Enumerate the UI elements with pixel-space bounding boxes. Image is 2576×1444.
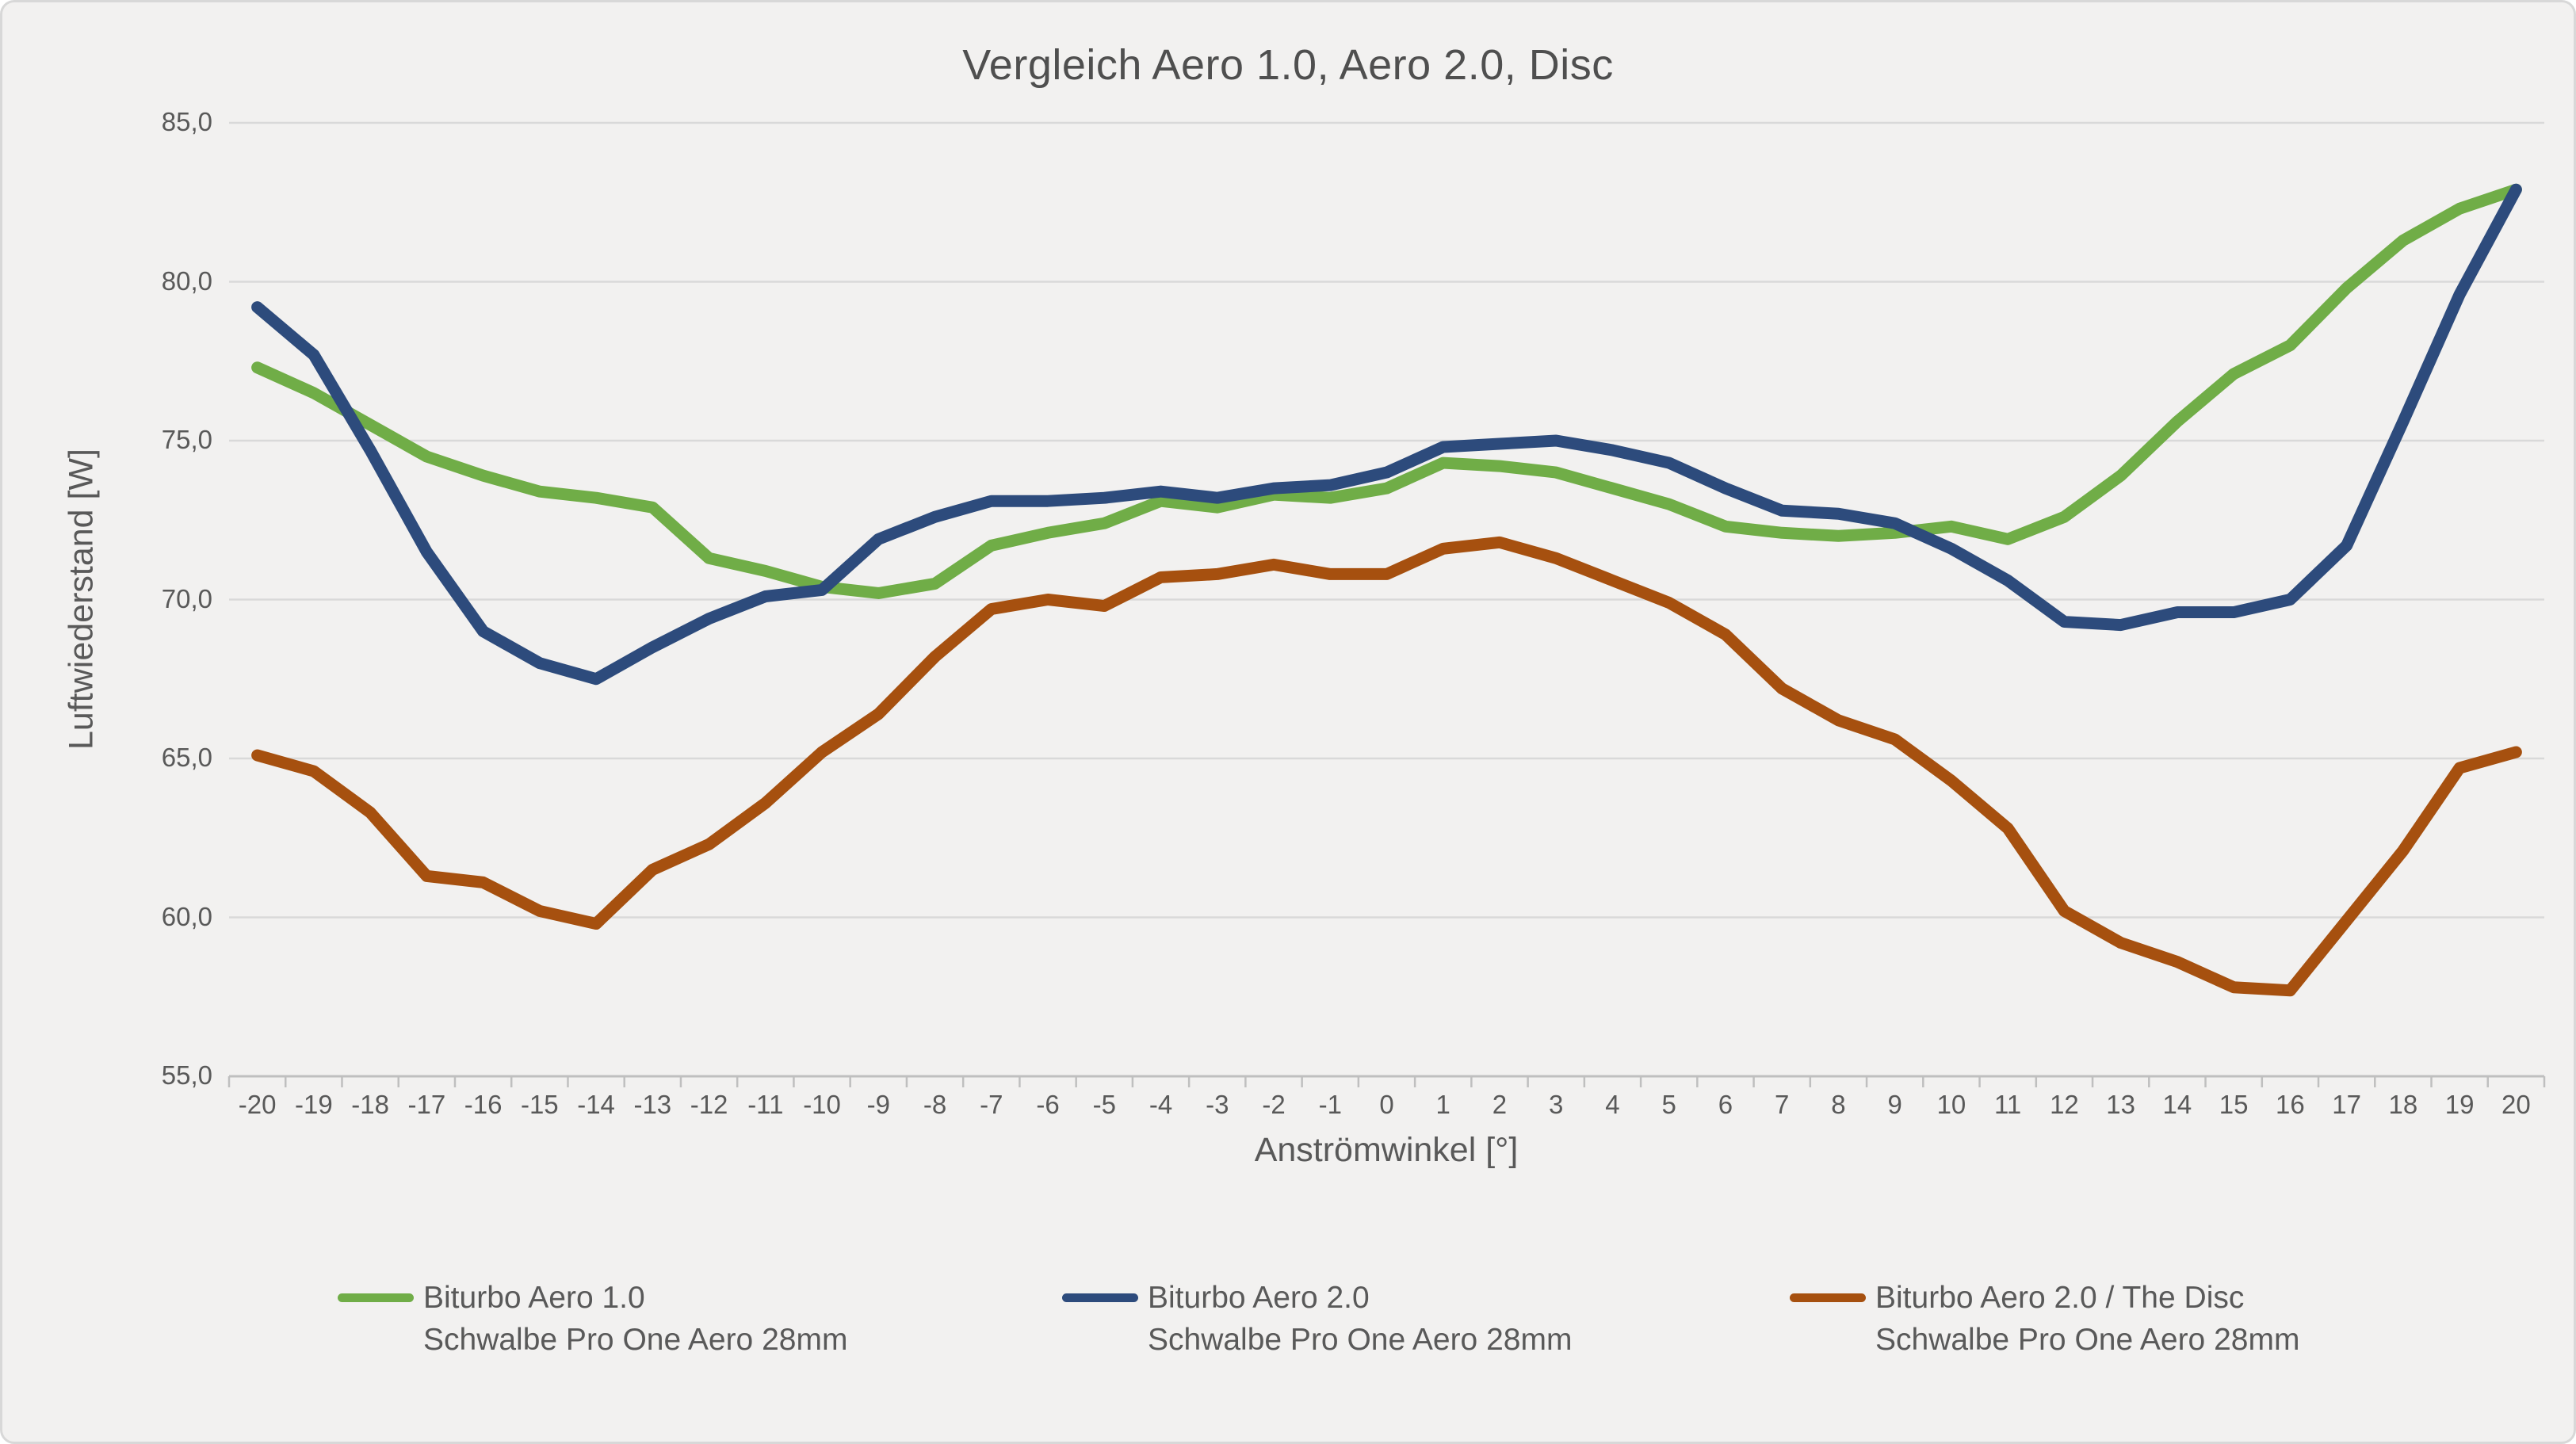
x-tick-label: -5 <box>1092 1090 1116 1119</box>
legend-item: Biturbo Aero 1.0 Schwalbe Pro One Aero 28… <box>338 1277 847 1361</box>
y-tick-label: 85,0 <box>161 107 212 136</box>
legend-series-name: Biturbo Aero 1.0 <box>423 1281 645 1315</box>
chart-title: Vergleich Aero 1.0, Aero 2.0, Disc <box>962 41 1614 89</box>
x-tick-label: 15 <box>2219 1090 2249 1119</box>
x-tick-label: 7 <box>1775 1090 1790 1119</box>
x-tick-label: -20 <box>238 1090 277 1119</box>
x-tick-label: 16 <box>2276 1090 2305 1119</box>
legend-line-swatch <box>1062 1293 1138 1302</box>
x-tick-label: -10 <box>803 1090 841 1119</box>
x-tick-label: 19 <box>2444 1090 2475 1119</box>
x-tick-label: 17 <box>2332 1090 2361 1119</box>
y-tick-label: 70,0 <box>161 583 212 613</box>
x-tick-label: -8 <box>923 1090 947 1119</box>
x-tick-label: 0 <box>1379 1090 1394 1119</box>
x-tick-label: 5 <box>1661 1090 1676 1119</box>
x-tick-label: 11 <box>1994 1090 2022 1119</box>
legend-series-subtitle: Schwalbe Pro One Aero 28mm <box>1875 1323 2300 1357</box>
y-tick-label: 80,0 <box>161 265 212 296</box>
x-tick-label: 1 <box>1435 1090 1450 1119</box>
x-tick-label: 10 <box>1936 1090 1966 1119</box>
x-tick-label: 8 <box>1831 1090 1846 1119</box>
chart-legend: Biturbo Aero 1.0 Schwalbe Pro One Aero 28… <box>2 1277 2574 1388</box>
legend-text: Biturbo Aero 2.0 / The Disc Schwalbe Pro … <box>1875 1277 2299 1361</box>
legend-series-subtitle: Schwalbe Pro One Aero 28mm <box>1148 1323 1573 1357</box>
legend-line-swatch <box>1790 1293 1866 1302</box>
y-tick-label: 75,0 <box>161 425 212 454</box>
series-line-0 <box>251 183 2522 599</box>
series-line-2 <box>251 536 2522 997</box>
y-tick-label: 65,0 <box>161 743 212 772</box>
x-tick-label: -11 <box>747 1090 784 1119</box>
x-tick-label: 6 <box>1718 1090 1733 1119</box>
x-tick-label: -18 <box>351 1090 389 1119</box>
x-tick-label: -17 <box>407 1090 446 1119</box>
legend-series-name: Biturbo Aero 2.0 / The Disc <box>1875 1281 2245 1315</box>
x-axis-title: Anströmwinkel [°] <box>1254 1131 1519 1169</box>
series-line-1 <box>251 183 2522 686</box>
legend-line-swatch <box>338 1293 414 1302</box>
x-tick-label: -7 <box>980 1090 1003 1119</box>
x-tick-label: 9 <box>1887 1090 1902 1119</box>
x-tick-label: -3 <box>1206 1090 1229 1119</box>
x-tick-label: 13 <box>2106 1090 2136 1119</box>
x-tick-label: 3 <box>1549 1090 1564 1119</box>
legend-item: Biturbo Aero 2.0 / The Disc Schwalbe Pro … <box>1790 1277 2299 1361</box>
x-tick-label: 18 <box>2388 1090 2418 1119</box>
x-tick-label: -4 <box>1148 1090 1173 1119</box>
x-tick-label: -9 <box>866 1090 890 1119</box>
x-tick-label: -13 <box>633 1090 672 1119</box>
y-tick-label: 60,0 <box>161 901 212 931</box>
x-tick-label: -19 <box>295 1090 333 1119</box>
legend-item: Biturbo Aero 2.0 Schwalbe Pro One Aero 28… <box>1062 1277 1572 1361</box>
x-tick-label: -2 <box>1262 1090 1286 1119</box>
x-tick-label: 2 <box>1492 1090 1508 1119</box>
legend-series-name: Biturbo Aero 2.0 <box>1148 1281 1370 1315</box>
x-tick-label: -15 <box>520 1090 559 1119</box>
x-tick-label: -14 <box>577 1090 615 1119</box>
x-tick-label: -6 <box>1036 1090 1060 1119</box>
x-tick-label: -16 <box>464 1090 503 1119</box>
x-tick-label: 4 <box>1605 1090 1620 1119</box>
legend-series-subtitle: Schwalbe Pro One Aero 28mm <box>423 1323 848 1357</box>
x-tick-label: 20 <box>2501 1090 2531 1119</box>
legend-text: Biturbo Aero 1.0 Schwalbe Pro One Aero 28… <box>423 1277 847 1361</box>
x-tick-label: 12 <box>2050 1090 2079 1119</box>
y-tick-label: 55,0 <box>161 1060 212 1090</box>
x-tick-label: 14 <box>2162 1090 2192 1119</box>
x-tick-label: -12 <box>690 1090 728 1119</box>
x-tick-label: -1 <box>1318 1090 1342 1119</box>
legend-text: Biturbo Aero 2.0 Schwalbe Pro One Aero 28… <box>1148 1277 1572 1361</box>
